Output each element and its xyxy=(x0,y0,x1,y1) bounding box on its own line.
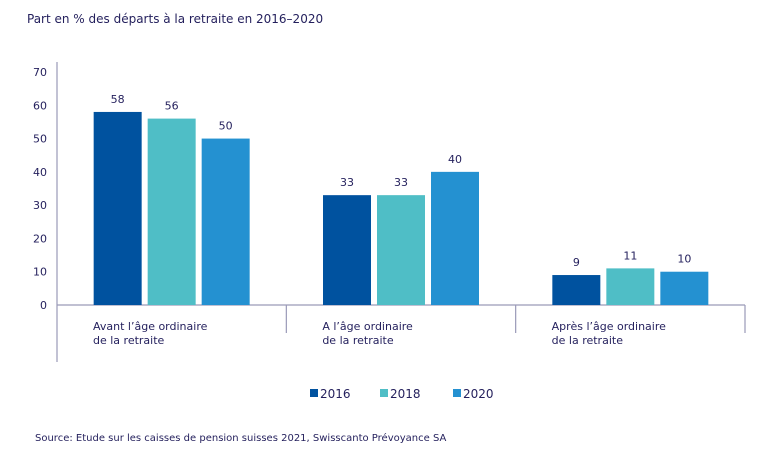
legend-label: 2020 xyxy=(463,387,494,401)
data-label: 40 xyxy=(448,153,462,166)
legend-swatch-2018 xyxy=(380,389,388,397)
x-tick-label: Avant l’âge ordinaire xyxy=(93,320,208,333)
x-tick-label: de la retraite xyxy=(552,334,624,347)
y-tick-label: 0 xyxy=(40,299,47,312)
x-tick-label: de la retraite xyxy=(93,334,165,347)
data-label: 33 xyxy=(340,176,354,189)
bar-2018 xyxy=(147,118,196,305)
data-label: 50 xyxy=(219,120,233,133)
bar-2020 xyxy=(431,171,479,305)
bar-2020 xyxy=(660,271,709,305)
y-tick-label: 60 xyxy=(33,99,47,112)
data-label: 56 xyxy=(165,100,179,113)
bar-2018 xyxy=(377,195,425,305)
legend-swatch-2016 xyxy=(310,389,318,397)
data-label: 33 xyxy=(394,176,408,189)
x-tick-label: Après l’âge ordinaire xyxy=(552,320,666,333)
bar-2016 xyxy=(323,195,371,305)
x-tick-label: A l’âge ordinaire xyxy=(322,320,413,333)
legend-label: 2018 xyxy=(390,387,421,401)
data-label: 11 xyxy=(623,249,637,262)
bar-2016 xyxy=(93,111,142,305)
y-tick-label: 20 xyxy=(33,232,47,245)
y-tick-label: 40 xyxy=(33,166,47,179)
bar-2020 xyxy=(201,138,250,305)
y-tick-label: 50 xyxy=(33,133,47,146)
source-note: Source: Etude sur les caisses de pension… xyxy=(35,433,447,444)
bar-2016 xyxy=(552,275,601,305)
y-tick-label: 30 xyxy=(33,199,47,212)
bar-2018 xyxy=(606,268,655,305)
y-tick-label: 70 xyxy=(33,66,47,79)
y-tick-label: 10 xyxy=(33,266,47,279)
data-label: 9 xyxy=(573,256,580,269)
data-label: 10 xyxy=(677,253,691,266)
legend-label: 2016 xyxy=(320,387,351,401)
legend-swatch-2020 xyxy=(453,389,461,397)
chart-title: Part en % des départs à la retraite en 2… xyxy=(27,12,324,26)
x-tick-label: de la retraite xyxy=(322,334,394,347)
data-label: 58 xyxy=(111,93,125,106)
